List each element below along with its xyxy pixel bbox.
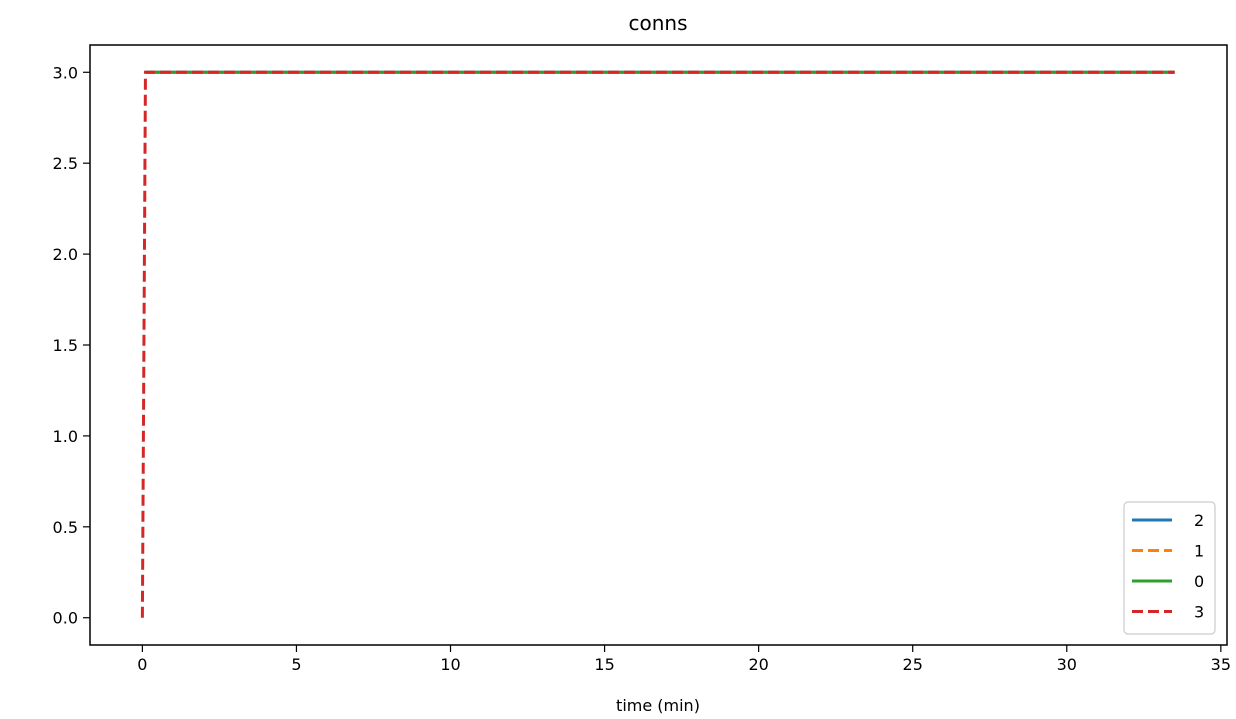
series-line-3 — [140, 70, 1175, 618]
legend-label: 1 — [1194, 542, 1204, 561]
x-tick-label: 10 — [440, 655, 460, 674]
legend-label: 3 — [1194, 603, 1204, 622]
legend-label: 2 — [1194, 511, 1204, 530]
y-tick-label: 3.0 — [53, 63, 78, 82]
x-axis-label: time (min) — [616, 696, 700, 715]
x-axis: 0 5 10 15 20 25 30 35 — [137, 645, 1231, 674]
x-tick-label: 25 — [903, 655, 923, 674]
y-tick-label: 2.5 — [53, 154, 78, 173]
x-tick-label: 20 — [748, 655, 768, 674]
y-tick-label: 1.0 — [53, 427, 78, 446]
x-tick-label: 15 — [594, 655, 614, 674]
x-tick-label: 30 — [1057, 655, 1077, 674]
legend: 2 1 0 3 — [1123, 501, 1216, 635]
series-layer — [140, 70, 1175, 618]
y-axis: 0.0 0.5 1.0 1.5 2.0 2.5 3.0 — [53, 63, 90, 628]
x-tick-label: 35 — [1211, 655, 1231, 674]
legend-label: 0 — [1194, 572, 1204, 591]
chart-title: conns — [628, 11, 687, 35]
y-tick-label: 2.0 — [53, 245, 78, 264]
x-tick-label: 0 — [137, 655, 147, 674]
x-tick-label: 5 — [291, 655, 301, 674]
y-tick-label: 0.0 — [53, 609, 78, 628]
plot-area-frame — [89, 44, 1228, 646]
legend-box — [1123, 501, 1216, 635]
y-tick-label: 0.5 — [53, 518, 78, 537]
y-tick-label: 1.5 — [53, 336, 78, 355]
